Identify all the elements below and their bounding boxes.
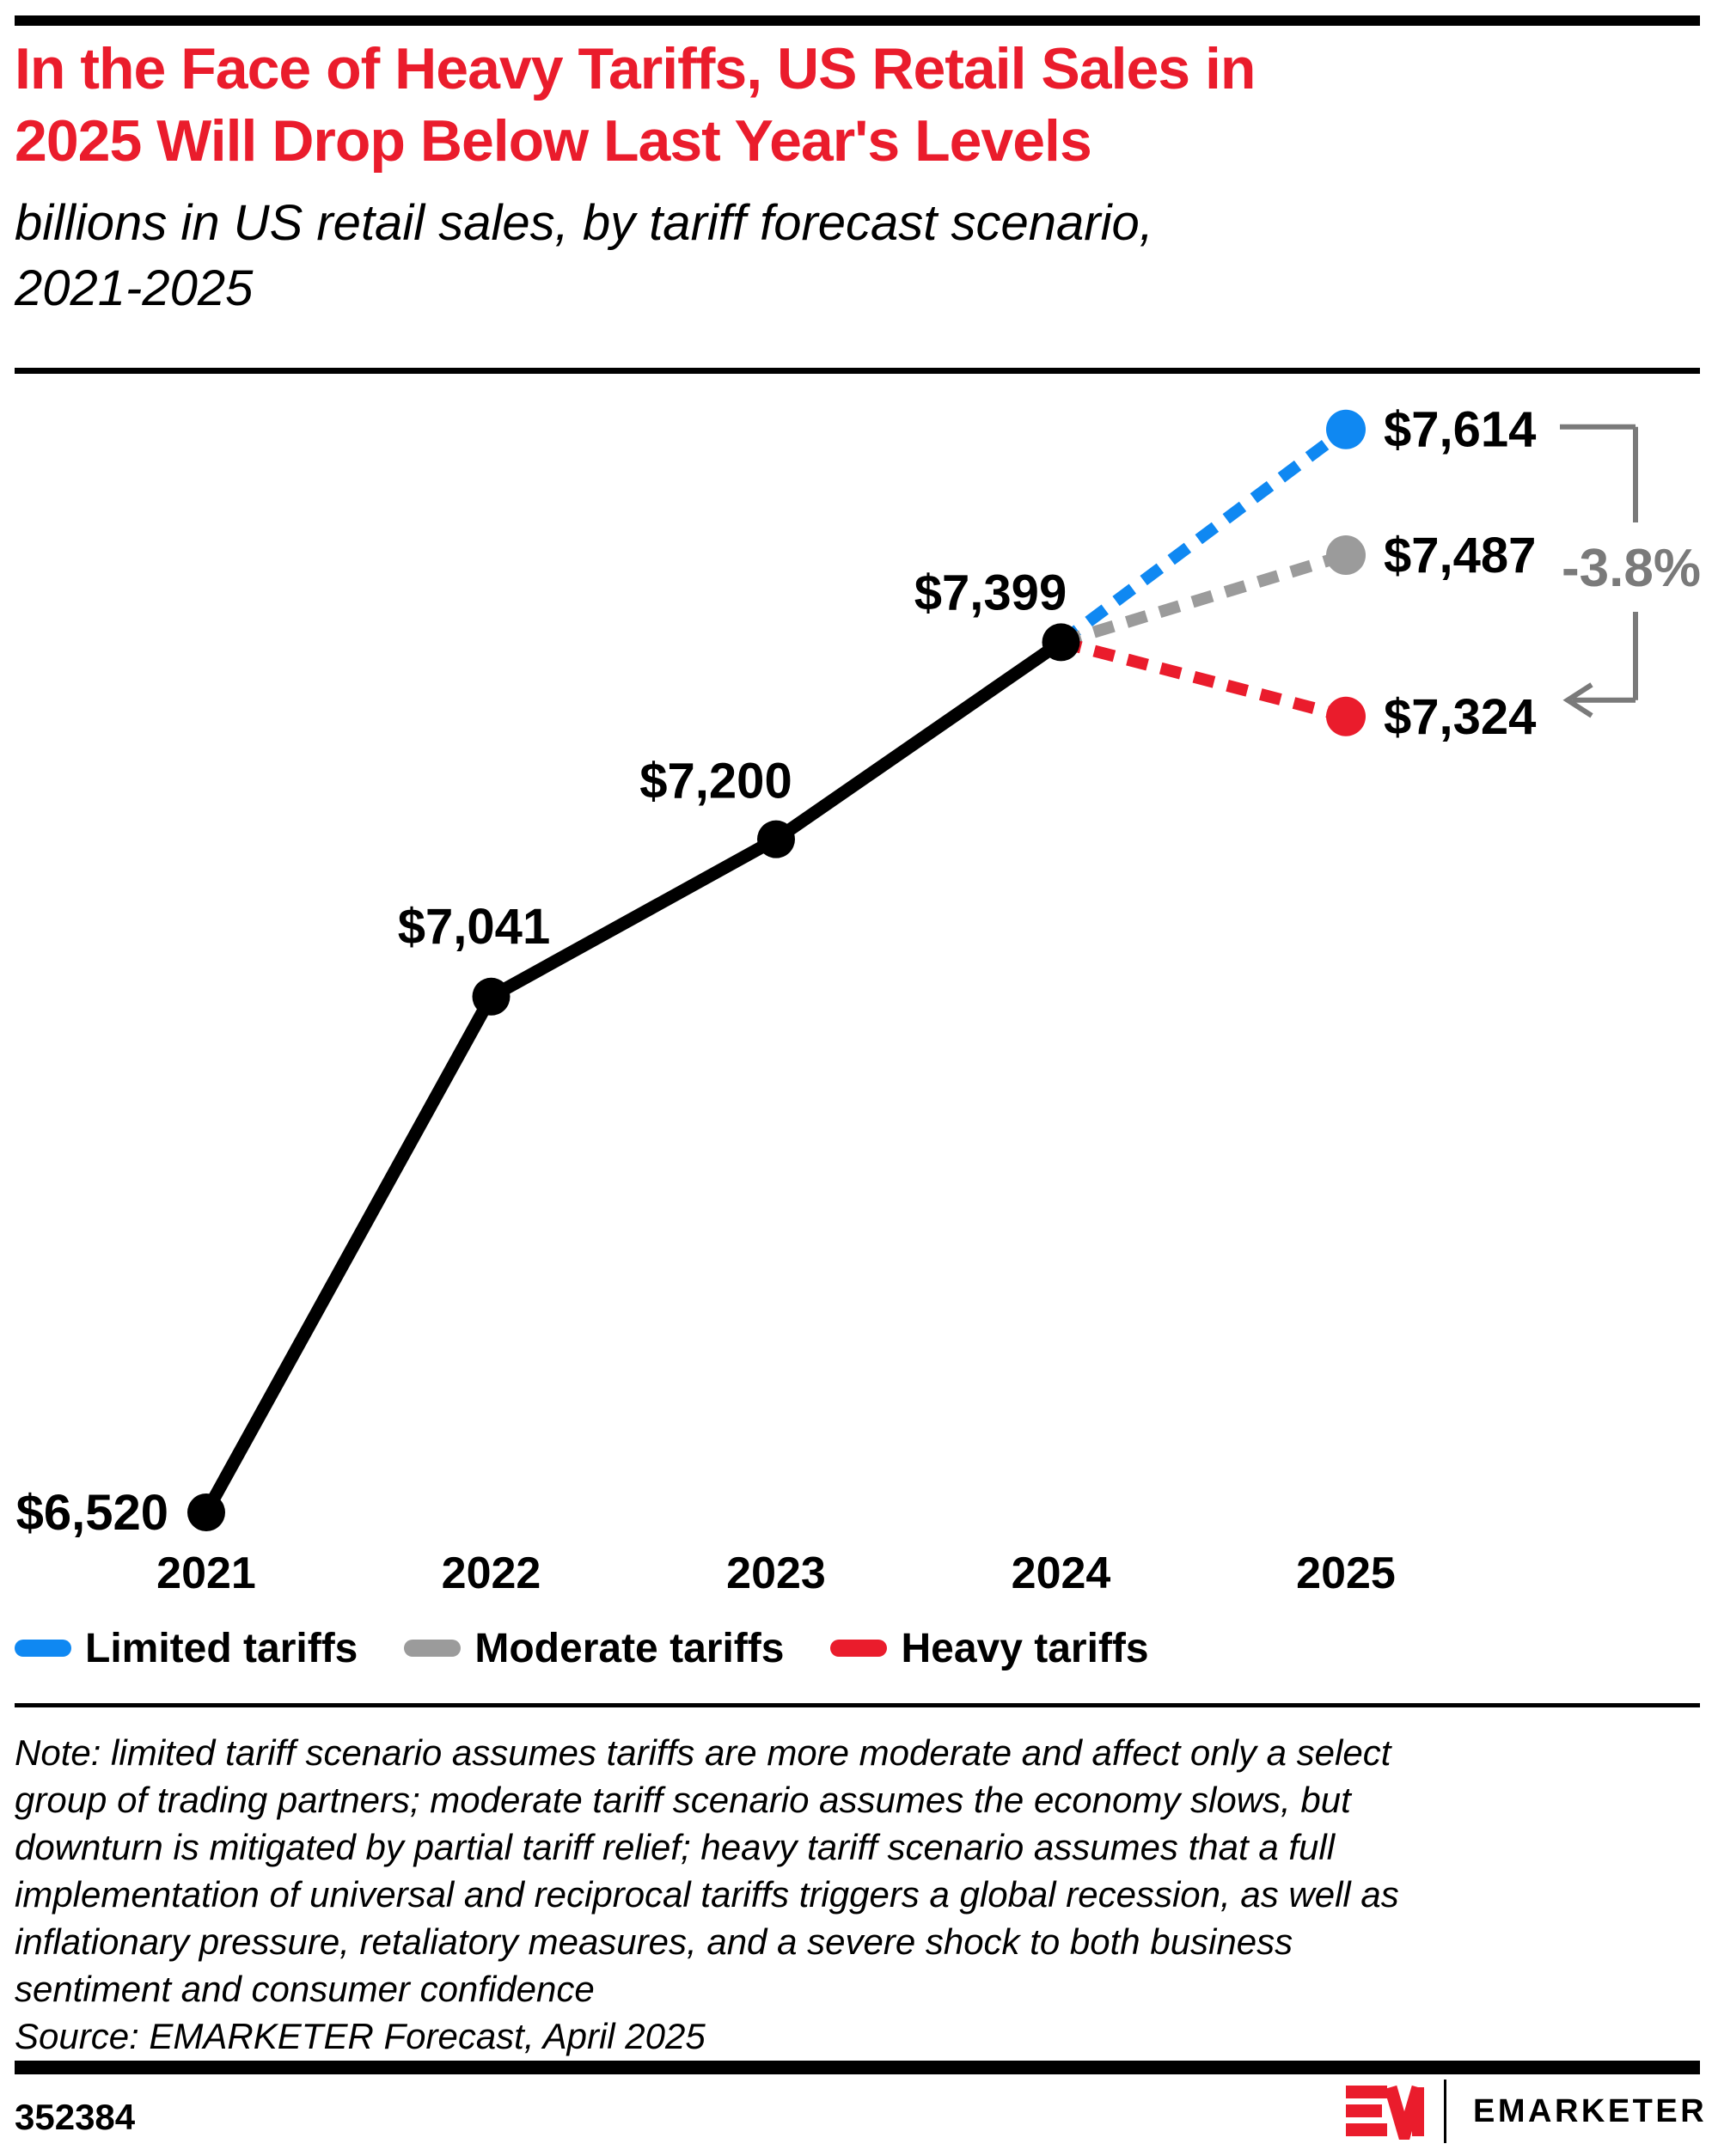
page-subtitle-line2: 2021-2025 (15, 260, 254, 316)
legend-item-heavy-tariffs: Heavy tariffs (830, 1625, 1149, 1672)
data-point-2025-heavy-tariffs (1326, 696, 1366, 736)
value-label-2021: $6,520 (16, 1485, 168, 1541)
brand-name: EMARKETER (1473, 2093, 1708, 2129)
scenario-line-limited-tariffs (1057, 424, 1350, 647)
value-label-2023: $7,200 (639, 754, 792, 809)
page-title: In the Face of Heavy Tariffs, US Retail … (15, 33, 1699, 177)
legend-label: Moderate tariffs (474, 1625, 785, 1671)
scenario-line-moderate-tariffs (1059, 549, 1348, 649)
logo-separator (1444, 2080, 1446, 2143)
x-axis-label-2021: 2021 (156, 1548, 256, 1598)
x-axis-label-2022: 2022 (442, 1548, 541, 1598)
page-title-line2: 2025 Will Drop Below Last Year's Levels (15, 108, 1092, 174)
source-line: Source: EMARKETER Forecast, April 2025 (15, 2016, 706, 2056)
limited-tariffs-swatch-icon (15, 1640, 71, 1657)
value-label-2025-moderate-tariffs: $7,487 (1384, 528, 1536, 583)
value-label-2024: $7,399 (914, 565, 1067, 620)
heavy-tariffs-swatch-icon (830, 1640, 888, 1657)
historical-trend-line (199, 635, 1067, 1519)
x-axis-label-2024: 2024 (1012, 1548, 1111, 1598)
x-axis-label-2023: 2023 (726, 1548, 826, 1598)
value-label-2025-limited-tariffs: $7,614 (1384, 402, 1536, 458)
legend-item-moderate-tariffs: Moderate tariffs (404, 1625, 784, 1672)
scenario-line-heavy-tariffs (1059, 636, 1348, 723)
footer-rule (15, 2061, 1700, 2074)
data-point-2025-moderate-tariffs (1326, 535, 1366, 576)
chart-id: 352384 (15, 2097, 136, 2137)
data-point-2024 (1042, 623, 1080, 662)
note-line: group of trading partners; moderate tari… (15, 1780, 1351, 1820)
emarketer-logo-icon (1346, 2085, 1425, 2140)
data-point-2023 (757, 820, 795, 858)
note-line: inflationary pressure, retaliatory measu… (15, 1921, 1293, 1962)
legend-item-limited-tariffs: Limited tariffs (15, 1625, 358, 1672)
legend-divider (15, 1703, 1700, 1707)
note-line: downturn is mitigated by partial tariff … (15, 1827, 1336, 1867)
footnote: Note: limited tariff scenario assumes ta… (15, 1729, 1700, 2060)
note-line: sentiment and consumer confidence (15, 1969, 595, 2009)
data-point-2025-limited-tariffs (1326, 409, 1366, 449)
value-label-2022: $7,041 (398, 899, 550, 955)
pct-change-annotation: -3.8% (1562, 539, 1701, 598)
top-rule (15, 15, 1700, 26)
page-title-line1: In the Face of Heavy Tariffs, US Retail … (15, 36, 1256, 101)
note-line: implementation of universal and reciproc… (15, 1874, 1399, 1915)
page-subtitle: billions in US retail sales, by tariff f… (15, 191, 1699, 321)
data-point-2022 (472, 977, 511, 1016)
legend-label: Heavy tariffs (901, 1625, 1149, 1671)
page-subtitle-line1: billions in US retail sales, by tariff f… (15, 195, 1153, 251)
x-axis-label-2025: 2025 (1296, 1548, 1396, 1598)
data-point-2021 (187, 1493, 225, 1531)
value-label-2025-heavy-tariffs: $7,324 (1384, 689, 1536, 745)
left-arrow-icon (1562, 682, 1593, 718)
header-divider (15, 368, 1700, 374)
note-line: Note: limited tariff scenario assumes ta… (15, 1732, 1391, 1773)
chart-legend: Limited tariffs Moderate tariffs Heavy t… (15, 1624, 1149, 1672)
moderate-tariffs-swatch-icon (404, 1640, 462, 1657)
legend-label: Limited tariffs (85, 1625, 358, 1671)
